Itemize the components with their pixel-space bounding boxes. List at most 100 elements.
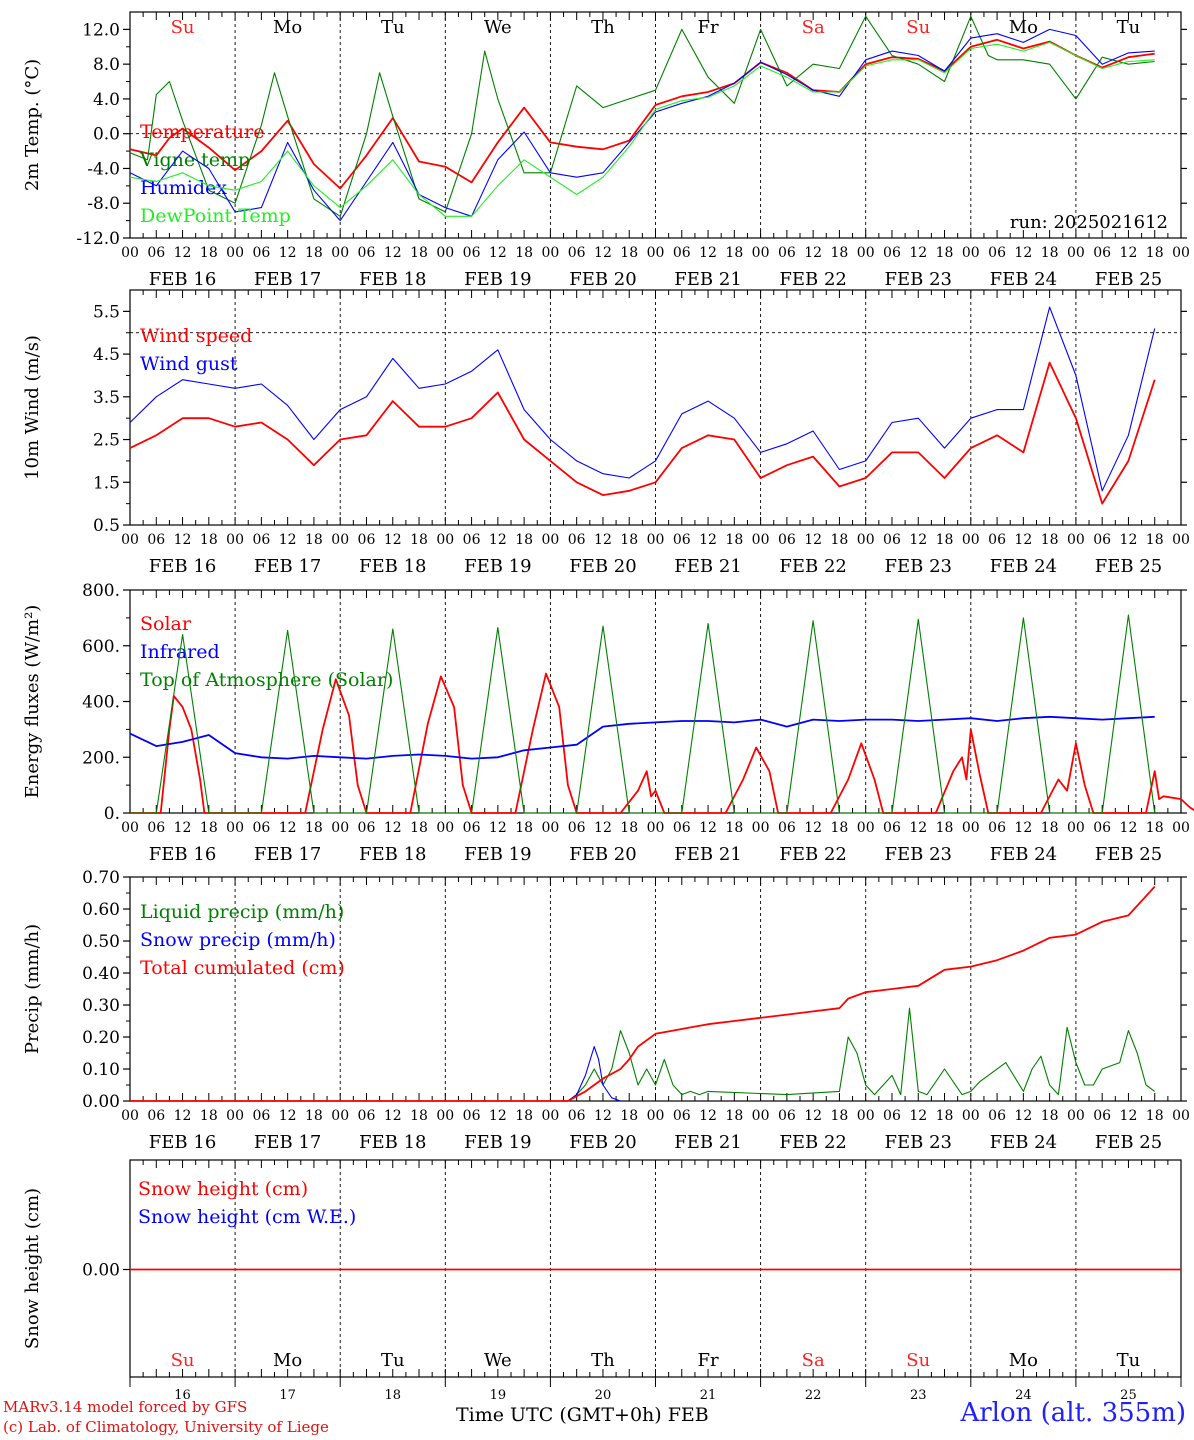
energy-hour-tick-label: 06: [252, 820, 270, 836]
precip-legend-entry: Total cumulated (cm): [140, 957, 345, 979]
temperature-y-tick-label: 12.0: [82, 20, 120, 40]
precip-hour-tick-label: 00: [436, 1108, 454, 1124]
temperature-weekday-label: Sa: [802, 17, 825, 38]
energy-hour-tick-label: 12: [384, 820, 402, 836]
temperature-y-tick-label: 0.0: [93, 125, 120, 145]
precip-legend-entry: Snow precip (mm/h): [140, 929, 336, 951]
energy-hour-tick-label: 06: [778, 820, 796, 836]
energy-hour-tick-label: 00: [541, 820, 559, 836]
temperature-hour-tick-label: 00: [331, 245, 349, 261]
precip-hour-tick-label: 18: [410, 1108, 428, 1124]
snow-day-number: 20: [595, 1388, 612, 1403]
wind-hour-tick-label: 00: [226, 532, 244, 548]
temperature-weekday-label: Su: [171, 17, 195, 38]
temperature-hour-tick-label: 00: [1067, 245, 1085, 261]
energy-hour-tick-label: 18: [1146, 820, 1164, 836]
wind-hour-tick-label: 18: [1146, 532, 1164, 548]
wind-y-tick-label: 0.5: [93, 516, 120, 536]
wind-hour-tick-label: 18: [1041, 532, 1059, 548]
energy-y-tick-label: 600.: [82, 637, 120, 657]
precip-y-tick-label: 0.70: [82, 868, 120, 888]
wind-y-axis-title: 10m Wind (m/s): [22, 335, 43, 480]
wind-series-wind-speed: [129, 361, 1156, 505]
energy-hour-tick-label: 06: [463, 820, 481, 836]
precip-hour-tick-label: 00: [541, 1108, 559, 1124]
wind-hour-tick-label: 12: [489, 532, 507, 548]
temperature-date-label: FEB 18: [359, 269, 426, 290]
temperature-hour-tick-label: 00: [962, 245, 980, 261]
temperature-hour-tick-label: 18: [725, 245, 743, 261]
wind-hour-tick-label: 18: [515, 532, 533, 548]
precip-hour-tick-label: 12: [804, 1108, 822, 1124]
precip-date-label: FEB 24: [990, 1132, 1057, 1153]
temperature-date-label: FEB 23: [885, 269, 952, 290]
wind-hour-tick-label: 12: [279, 532, 297, 548]
wind-hour-tick-label: 18: [831, 532, 849, 548]
precip-hour-tick-label: 18: [1041, 1108, 1059, 1124]
wind-date-label: FEB 17: [254, 556, 321, 577]
temperature-hour-tick-label: 12: [699, 245, 717, 261]
precip-series-total-cumulated-cm-: [130, 885, 1156, 1102]
temperature-weekday-label: We: [484, 17, 512, 38]
precip-hour-tick-label: 18: [936, 1108, 954, 1124]
snow-day-number: 22: [805, 1388, 822, 1403]
snow-weekday-label: Su: [171, 1350, 195, 1371]
energy-series-infrared: [129, 715, 1155, 760]
energy-plot-frame: [129, 589, 1182, 814]
energy-hour-tick-label: 12: [909, 820, 927, 836]
wind-date-label: FEB 18: [359, 556, 426, 577]
precip-hour-tick-label: 12: [1014, 1108, 1032, 1124]
energy-hour-tick-label: 18: [936, 820, 954, 836]
wind-hour-tick-label: 12: [384, 532, 402, 548]
temperature-hour-tick-label: 00: [121, 245, 139, 261]
precip-hour-tick-label: 12: [909, 1108, 927, 1124]
wind-hour-tick-label: 00: [647, 532, 665, 548]
snow-day-number: 21: [700, 1388, 717, 1403]
wind-hour-tick-label: 00: [436, 532, 454, 548]
precip-hour-tick-label: 18: [831, 1108, 849, 1124]
wind-hour-tick-label: 18: [725, 532, 743, 548]
wind-legend-entry: Wind gust: [140, 353, 238, 375]
precip-hour-tick-label: 18: [1146, 1108, 1164, 1124]
wind-hour-tick-label: 18: [200, 532, 218, 548]
energy-date-label: FEB 23: [885, 844, 952, 865]
energy-hour-tick-label: 18: [515, 820, 533, 836]
precip-hour-tick-label: 06: [568, 1108, 586, 1124]
energy-hour-tick-label: 06: [883, 820, 901, 836]
snow-y-tick-label: 0.00: [82, 1261, 120, 1281]
temperature-weekday-label: Tu: [381, 17, 405, 38]
precip-hour-tick-label: 00: [331, 1108, 349, 1124]
precip-hour-tick-label: 06: [1093, 1108, 1111, 1124]
temperature-hour-tick-label: 06: [673, 245, 691, 261]
energy-y-tick-label: 200.: [82, 748, 120, 768]
energy-hour-tick-label: 18: [725, 820, 743, 836]
energy-hour-tick-label: 06: [988, 820, 1006, 836]
energy-date-label: FEB 25: [1095, 844, 1162, 865]
temperature-weekday-label: Th: [591, 17, 615, 38]
temperature-hour-tick-label: 12: [279, 245, 297, 261]
temperature-hour-tick-label: 00: [226, 245, 244, 261]
temperature-series-dewpoint-temp: [129, 41, 1155, 217]
snow-y-axis-title: Snow height (cm): [22, 1188, 43, 1349]
wind-hour-tick-label: 00: [331, 532, 349, 548]
wind-date-label: FEB 25: [1095, 556, 1162, 577]
temperature-hour-tick-label: 06: [1093, 245, 1111, 261]
temperature-y-tick-label: -8.0: [87, 194, 120, 214]
energy-hour-tick-label: 18: [410, 820, 428, 836]
temperature-hour-tick-label: 12: [1120, 245, 1138, 261]
temperature-hour-tick-label: 00: [1172, 245, 1190, 261]
precip-y-axis-title: Precip (mm/h): [22, 924, 43, 1054]
energy-hour-tick-label: 06: [1093, 820, 1111, 836]
wind-hour-tick-label: 06: [358, 532, 376, 548]
energy-legend-entry: Top of Atmosphere (Solar): [140, 669, 393, 691]
precip-hour-tick-label: 06: [463, 1108, 481, 1124]
wind-hour-tick-label: 12: [594, 532, 612, 548]
energy-date-label: FEB 22: [779, 844, 846, 865]
wind-y-tick-label: 3.5: [93, 388, 120, 408]
precip-date-label: FEB 20: [569, 1132, 636, 1153]
wind-hour-tick-label: 06: [463, 532, 481, 548]
energy-hour-tick-label: 12: [1120, 820, 1138, 836]
temperature-hour-tick-label: 18: [410, 245, 428, 261]
precip-hour-tick-label: 12: [174, 1108, 192, 1124]
temperature-hour-tick-label: 12: [384, 245, 402, 261]
